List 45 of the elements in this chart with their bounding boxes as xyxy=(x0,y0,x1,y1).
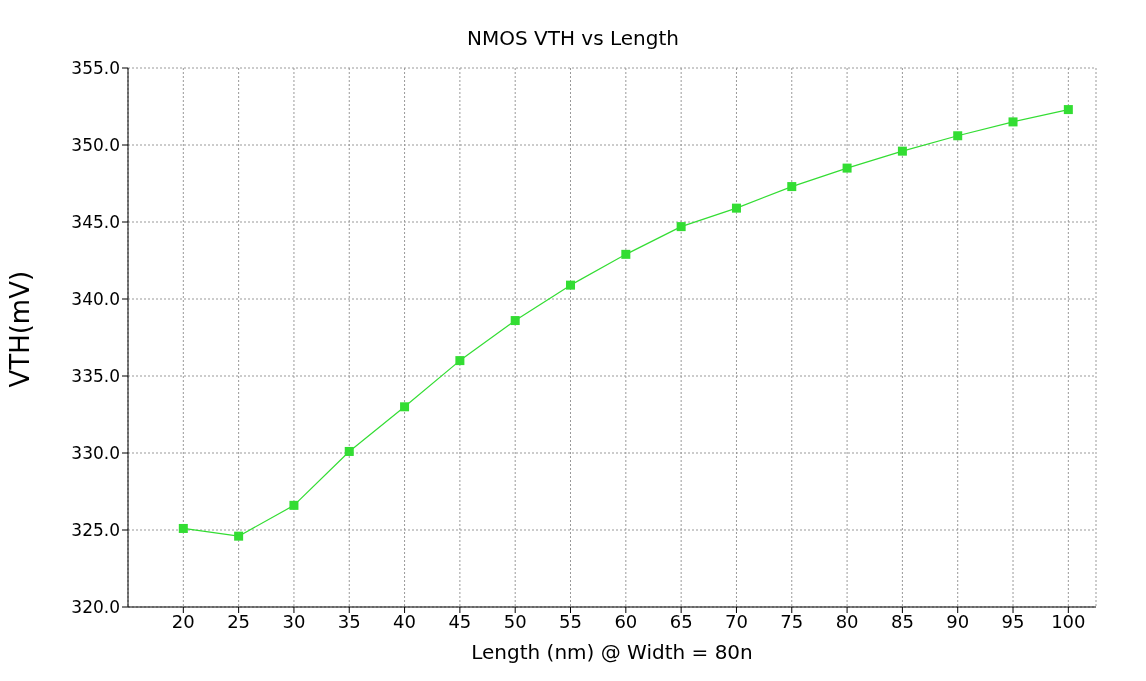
point xyxy=(344,446,354,456)
x-tick-label: 80 xyxy=(835,610,859,632)
x-tick-label: 85 xyxy=(890,610,914,632)
y-tick-label: 350.0 xyxy=(71,135,120,156)
y-tick-label: 355.0 xyxy=(71,58,120,79)
point xyxy=(1008,117,1018,127)
x-tick-label: 40 xyxy=(393,610,417,632)
point xyxy=(897,146,907,156)
point xyxy=(178,523,188,533)
y-tick-label: 345.0 xyxy=(71,212,120,233)
chart-title: NMOS VTH vs Length xyxy=(466,25,680,52)
x-tick-label: 90 xyxy=(946,610,970,632)
x-tick-label: 60 xyxy=(614,610,638,632)
x-tick-label: 35 xyxy=(337,610,361,632)
point xyxy=(842,163,852,173)
x-tick-label: 50 xyxy=(503,610,527,632)
x-tick-label: 55 xyxy=(559,610,582,632)
y-tick-label: 340.0 xyxy=(71,289,120,310)
x-tick-label: 45 xyxy=(448,610,472,632)
x-tick-label: 65 xyxy=(669,610,693,632)
x-tick-label: 30 xyxy=(282,610,306,632)
x-axis-title: Length (nm) @ Width = 80n xyxy=(471,640,753,664)
point xyxy=(234,531,244,541)
point xyxy=(731,203,741,213)
y-tick-label: 325.0 xyxy=(71,520,120,541)
point xyxy=(621,249,631,259)
y-axis-title: VTH(mV) xyxy=(5,270,36,388)
x-tick-label: 70 xyxy=(725,610,748,632)
x-tick-label: 95 xyxy=(1001,610,1025,632)
point xyxy=(566,280,576,290)
x-tick-label: 25 xyxy=(227,610,251,632)
y-tick-label: 330.0 xyxy=(71,443,120,464)
y-tick-label: 320.0 xyxy=(71,597,120,618)
point xyxy=(289,500,299,510)
point xyxy=(787,182,797,192)
x-tick-label: 100 xyxy=(1051,610,1086,632)
y-tick-label: 335.0 xyxy=(71,366,120,387)
x-tick-label: 20 xyxy=(171,610,195,632)
point xyxy=(953,131,963,141)
point xyxy=(510,316,520,326)
point xyxy=(676,222,686,232)
x-tick-label: 75 xyxy=(780,610,804,632)
point xyxy=(400,402,410,412)
point xyxy=(1063,105,1073,115)
point xyxy=(455,356,465,366)
